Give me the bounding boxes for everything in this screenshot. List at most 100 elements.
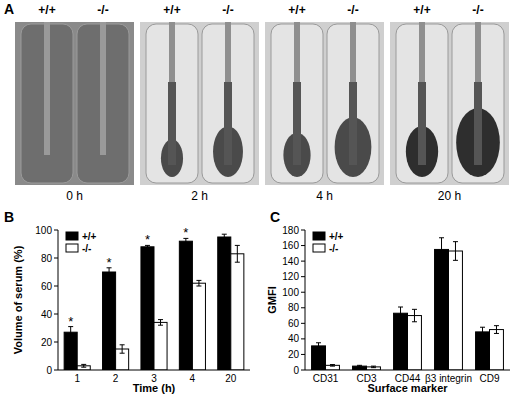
y-axis: [305, 230, 306, 370]
y-tick-label: 100: [35, 225, 52, 236]
photo: [140, 22, 259, 185]
x-axis: [58, 370, 250, 371]
error-cap: [371, 367, 376, 368]
error-bar: [196, 280, 201, 286]
error-cap: [412, 321, 417, 322]
genotype-label: -/-: [347, 3, 358, 17]
error-line: [198, 280, 199, 286]
legend-swatch: [66, 232, 78, 240]
y-tick-label: 0: [293, 365, 299, 376]
error-cap: [222, 234, 227, 235]
x-tick-label: CD9: [479, 373, 499, 384]
legend: +/+-/-: [313, 231, 344, 254]
photo: [390, 22, 509, 185]
y-axis: [58, 230, 59, 370]
x-tick-label: 4: [190, 373, 196, 384]
error-cap: [494, 333, 499, 334]
error-cap: [120, 353, 125, 354]
bar: [231, 254, 244, 370]
genotype-label: -/-: [97, 3, 108, 17]
bar: [218, 237, 231, 370]
y-tick-label: 20: [288, 349, 300, 360]
x-tick-label: 1: [74, 373, 80, 384]
error-line: [455, 242, 456, 261]
legend-swatch: [66, 244, 78, 252]
error-cap: [158, 325, 163, 326]
error-cap: [494, 325, 499, 326]
y-tick-label: 120: [282, 271, 299, 282]
clot-strand: [224, 82, 232, 165]
y-tick-label: 60: [41, 281, 53, 292]
time-label: 4 h: [316, 189, 333, 203]
error-cap: [398, 307, 403, 308]
bar: [154, 322, 167, 370]
panel-label: A: [4, 1, 14, 17]
y-tick: [301, 276, 305, 277]
error-cap: [183, 244, 188, 245]
rod: [100, 22, 106, 155]
y-tick: [301, 338, 305, 339]
error-cap: [196, 280, 201, 281]
x-tick-label: CD31: [313, 373, 339, 384]
error-cap: [81, 367, 86, 368]
significance-mark: *: [183, 225, 188, 240]
legend-label: -/-: [82, 243, 91, 254]
error-cap: [371, 366, 376, 367]
time-label: 0 h: [66, 189, 83, 203]
error-bar: [222, 234, 227, 240]
y-tick: [301, 261, 305, 262]
y-tick-label: 0: [46, 365, 52, 376]
bar: [435, 249, 449, 370]
bar: [141, 247, 154, 370]
significance-mark: *: [145, 232, 150, 247]
error-cap: [357, 365, 362, 366]
error-bar: [158, 320, 163, 326]
photo: [265, 22, 384, 185]
genotype-label: -/-: [472, 3, 483, 17]
genotype-label: +/+: [38, 3, 55, 17]
y-tick: [54, 230, 58, 231]
y-tick: [54, 258, 58, 259]
bar: [326, 365, 340, 370]
y-tick-label: 60: [288, 318, 300, 329]
error-line: [482, 327, 483, 336]
legend-label: +/+: [82, 231, 97, 242]
error-line: [496, 326, 497, 334]
error-cap: [439, 237, 444, 238]
error-cap: [68, 337, 73, 338]
error-bar: [357, 365, 362, 367]
error-line: [318, 343, 319, 349]
error-bar: [480, 327, 485, 336]
y-tick: [301, 370, 305, 371]
significance-mark: *: [107, 255, 112, 270]
y-tick-label: 140: [282, 256, 299, 267]
error-cap: [222, 239, 227, 240]
error-line: [414, 309, 415, 321]
y-tick: [301, 323, 305, 324]
error-line: [441, 238, 442, 261]
bar: [490, 330, 504, 370]
time-label: 20 h: [438, 189, 461, 203]
error-cap: [330, 364, 335, 365]
error-cap: [196, 286, 201, 287]
error-cap: [145, 248, 150, 249]
y-tick-label: 40: [41, 309, 53, 320]
error-line: [237, 245, 238, 262]
bar: [408, 316, 422, 370]
error-bar: [330, 365, 335, 367]
y-tick-label: 80: [41, 253, 53, 264]
bar: [64, 332, 77, 370]
y-tick: [54, 342, 58, 343]
error-cap: [439, 261, 444, 262]
bar: [353, 366, 367, 370]
error-bar: [494, 326, 499, 334]
legend-swatch: [313, 244, 325, 252]
bar: [192, 283, 205, 370]
y-tick: [54, 370, 58, 371]
error-line: [400, 307, 401, 319]
error-cap: [480, 327, 485, 328]
clot-strand: [168, 82, 176, 165]
bar: [312, 346, 326, 370]
error-cap: [480, 336, 485, 337]
error-bar: [81, 364, 86, 367]
